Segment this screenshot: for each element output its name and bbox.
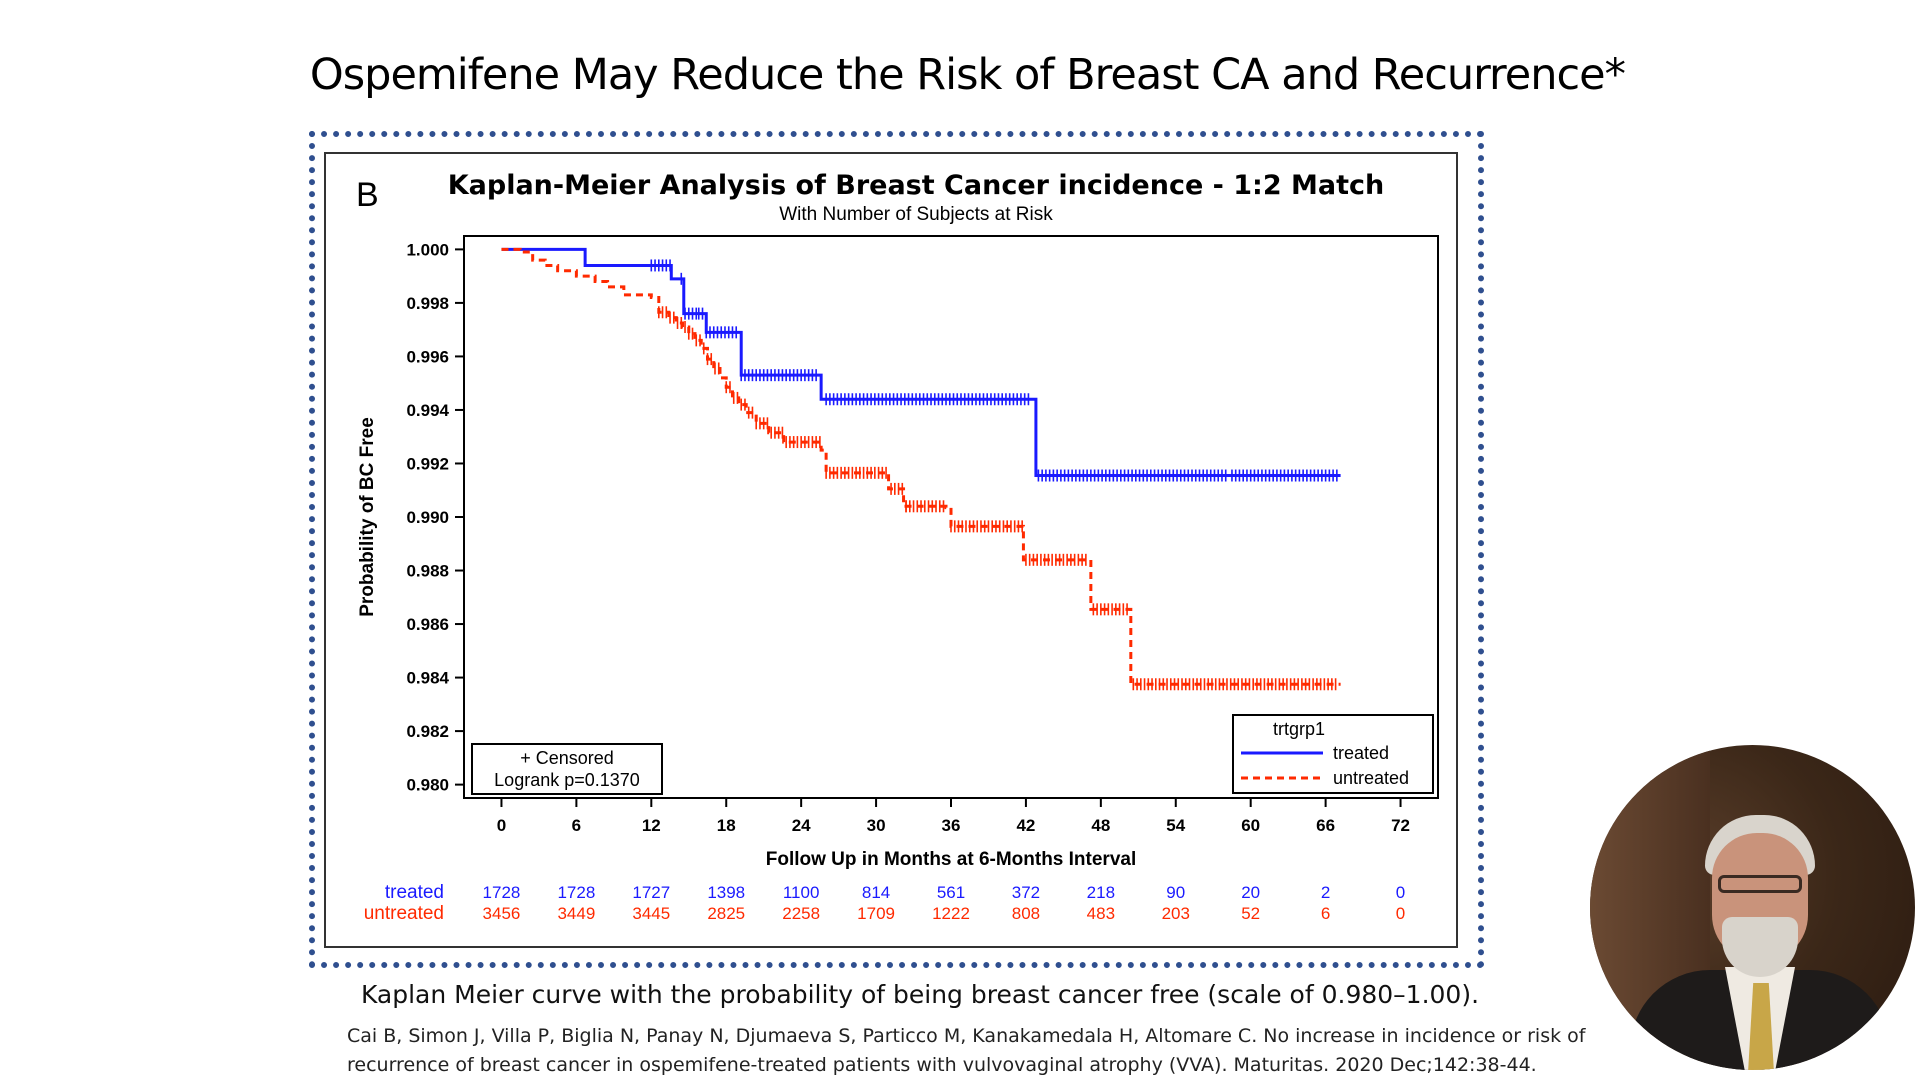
figure-caption: Kaplan Meier curve with the probability … — [360, 980, 1480, 1009]
y-tick-label: 0.996 — [406, 347, 449, 366]
slide-title: Ospemifene May Reduce the Risk of Breast… — [309, 50, 1626, 100]
censor-note-box — [471, 743, 663, 795]
x-tick-label: 60 — [1241, 816, 1260, 835]
at-risk-count-treated: 0 — [1396, 883, 1405, 902]
at-risk-count-treated: 1100 — [783, 883, 820, 902]
at-risk-count-treated: 1728 — [557, 883, 595, 902]
logrank-pvalue: Logrank p=0.1370 — [494, 770, 640, 790]
figure-frame — [324, 152, 1458, 948]
at-risk-count-untreated: 2825 — [707, 904, 745, 923]
at-risk-count-untreated: 808 — [1012, 904, 1040, 923]
x-tick-label: 36 — [942, 816, 961, 835]
at-risk-count-untreated: 3449 — [557, 904, 595, 923]
citation: Cai B, Simon J, Villa P, Biglia N, Panay… — [347, 1025, 1586, 1076]
y-tick-label: 0.994 — [406, 401, 449, 420]
x-axis-label: Follow Up in Months at 6-Months Interval — [766, 849, 1137, 870]
at-risk-count-untreated: 203 — [1162, 904, 1190, 923]
at-risk-count-treated: 218 — [1087, 883, 1115, 902]
x-tick-label: 54 — [1166, 816, 1185, 835]
legend-label-untreated: untreated — [1333, 768, 1409, 788]
chart-subtitle: With Number of Subjects at Risk — [779, 204, 1053, 225]
at-risk-count-treated: 20 — [1241, 883, 1260, 902]
x-tick-label: 18 — [717, 816, 736, 835]
kaplan-meier-chart: B Kaplan-Meier Analysis of Breast Cancer … — [356, 170, 1439, 924]
x-tick-label: 12 — [642, 816, 661, 835]
at-risk-count-treated: 372 — [1012, 883, 1040, 902]
at-risk-count-untreated: 3456 — [483, 904, 521, 923]
at-risk-count-untreated: 2258 — [782, 904, 820, 923]
x-tick-label: 66 — [1316, 816, 1335, 835]
chart-title: Kaplan-Meier Analysis of Breast Cancer i… — [448, 170, 1385, 201]
legend-title: trtgrp1 — [1273, 719, 1325, 739]
y-tick-label: 0.986 — [406, 615, 449, 634]
y-tick-label: 0.980 — [406, 776, 449, 795]
at-risk-count-untreated: 52 — [1241, 904, 1260, 923]
y-tick-label: 0.988 — [406, 562, 449, 581]
legend-label-treated: treated — [1333, 743, 1389, 763]
at-risk-count-untreated: 1709 — [857, 904, 895, 923]
at-risk-count-treated: 1398 — [707, 883, 745, 902]
x-tick-label: 72 — [1391, 816, 1410, 835]
at-risk-count-untreated: 3445 — [632, 904, 670, 923]
x-tick-label: 0 — [497, 816, 506, 835]
x-tick-label: 24 — [792, 816, 811, 835]
at-risk-count-untreated: 483 — [1087, 904, 1115, 923]
at-risk-count-treated: 1728 — [483, 883, 521, 902]
y-tick-label: 1.000 — [406, 240, 449, 259]
x-tick-label: 48 — [1091, 816, 1110, 835]
x-tick-label: 30 — [867, 816, 886, 835]
at-risk-label-treated: treated — [385, 882, 444, 903]
y-tick-label: 0.984 — [406, 669, 449, 688]
plot-area — [463, 235, 1439, 799]
at-risk-count-treated: 561 — [937, 883, 965, 902]
at-risk-label-untreated: untreated — [364, 903, 444, 924]
at-risk-count-untreated: 6 — [1321, 904, 1330, 923]
at-risk-count-treated: 1727 — [632, 883, 670, 902]
at-risk-count-untreated: 1222 — [932, 904, 970, 923]
dashed-selection-frame — [309, 131, 1484, 968]
at-risk-count-treated: 90 — [1166, 883, 1185, 902]
at-risk-count-treated: 2 — [1321, 883, 1330, 902]
series-line-treated — [501, 247, 1341, 478]
censor-note: + Censored — [520, 748, 614, 768]
y-tick-label: 0.990 — [406, 508, 449, 527]
x-tick-label: 42 — [1016, 816, 1035, 835]
y-tick-label: 0.998 — [406, 294, 449, 313]
x-tick-label: 6 — [572, 816, 581, 835]
y-axis-label: Probability of BC Free — [357, 417, 378, 617]
at-risk-count-untreated: 0 — [1396, 904, 1405, 923]
panel-label: B — [356, 176, 379, 214]
y-tick-label: 0.982 — [406, 722, 449, 741]
presenter-webcam — [1590, 745, 1915, 1070]
series-line-untreated — [501, 247, 1341, 686]
y-tick-label: 0.992 — [406, 454, 449, 473]
at-risk-count-treated: 814 — [862, 883, 890, 902]
